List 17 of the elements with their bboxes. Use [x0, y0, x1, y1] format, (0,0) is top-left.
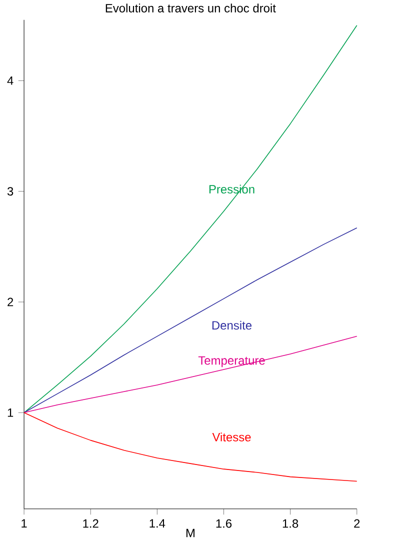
y-tick-label: 2	[8, 298, 14, 306]
x-axis-title: M	[186, 528, 195, 538]
line-series	[24, 24, 358, 414]
x-tick-label: 1.4	[150, 519, 166, 528]
x-tick-label: 1.8	[283, 519, 298, 528]
series-label: Densite	[212, 320, 252, 330]
y-tick-label: 1	[8, 408, 14, 417]
line-series	[24, 227, 358, 414]
text: Vitesse	[212, 432, 251, 442]
line-series	[24, 336, 358, 414]
x-tick-label: 1.6	[216, 519, 232, 528]
x-tick-label: 1	[22, 519, 27, 528]
chart-title: Evolution a travers un choc droit	[106, 4, 276, 12]
x-tick-label: 1.2	[83, 519, 98, 528]
x-tick-label: 2	[354, 519, 360, 528]
y-tick-label: 4	[7, 76, 14, 85]
y-tick-label: 3	[8, 187, 14, 196]
